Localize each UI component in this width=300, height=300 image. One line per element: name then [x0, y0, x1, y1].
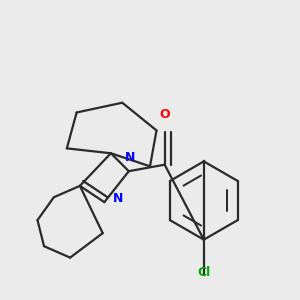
Text: N: N — [112, 192, 123, 205]
Text: N: N — [125, 151, 136, 164]
Text: O: O — [159, 108, 170, 121]
Text: Cl: Cl — [197, 266, 210, 279]
